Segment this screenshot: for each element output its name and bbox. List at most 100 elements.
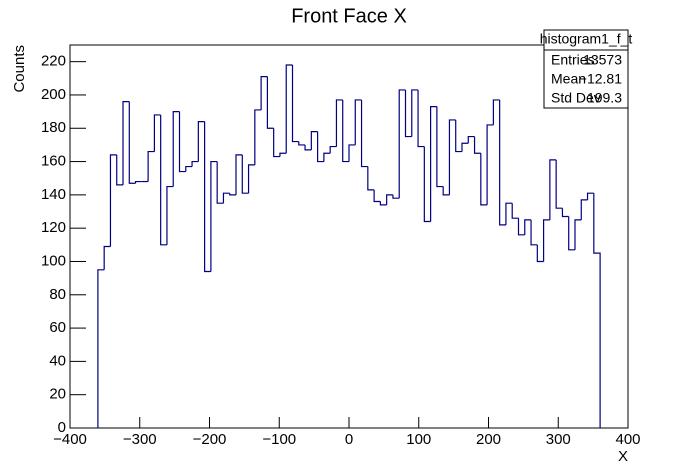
histogram-bin — [568, 216, 575, 251]
histogram-bin — [310, 130, 318, 150]
histogram-bin — [134, 180, 142, 184]
histogram-bin — [241, 154, 249, 194]
histogram-bin — [210, 160, 218, 272]
histogram-bin — [342, 99, 349, 163]
x-tick-label: 0 — [345, 431, 353, 448]
y-tick-label: 140 — [41, 186, 66, 203]
histogram-bin — [398, 89, 406, 199]
histogram-bin — [436, 106, 444, 188]
histogram-bin — [360, 99, 368, 168]
histogram-bin — [517, 218, 525, 236]
x-tick-label: −300 — [123, 431, 157, 448]
histogram-bin — [97, 269, 105, 428]
histogram-bin — [354, 99, 362, 145]
histogram-bin — [103, 245, 111, 270]
y-tick-label: 220 — [41, 53, 66, 70]
histogram-bin — [524, 219, 532, 235]
histogram-bin — [549, 159, 557, 220]
histogram-bin — [461, 142, 469, 152]
histogram-bin — [160, 114, 167, 246]
histogram-bin — [536, 244, 544, 263]
histogram-bin — [386, 194, 393, 205]
histogram-bin — [260, 76, 268, 110]
histogram-bin — [373, 189, 381, 203]
stats-key: Std Dev — [551, 90, 601, 106]
histogram-bin — [505, 202, 513, 225]
x-tick-label: −200 — [193, 431, 227, 448]
y-tick-label: 200 — [41, 86, 66, 103]
histogram-bin — [172, 111, 180, 187]
histogram-bin — [574, 219, 582, 250]
histogram-bin — [323, 152, 331, 162]
histogram-bin — [480, 153, 488, 206]
histogram-bin — [423, 146, 431, 223]
histogram-bin — [304, 144, 312, 151]
stats-key: Mean — [551, 71, 586, 87]
x-tick-label: 200 — [476, 431, 501, 448]
histogram-bin — [191, 160, 199, 167]
histogram-bin — [279, 152, 287, 157]
histogram-bin — [222, 192, 230, 204]
histogram-bin — [492, 99, 500, 125]
y-tick-label: 120 — [41, 219, 66, 236]
x-tick-label: 300 — [546, 431, 571, 448]
histogram-bin — [467, 135, 475, 144]
histogram-bin — [204, 121, 211, 273]
stats-value: 13573 — [583, 52, 622, 68]
histogram-bin — [486, 124, 494, 205]
y-tick-label: 40 — [49, 352, 66, 369]
histogram-bin — [166, 185, 174, 245]
histogram-bin — [235, 154, 243, 195]
histogram-bin — [122, 101, 130, 185]
histogram-bin — [580, 199, 588, 220]
y-axis-label: Counts — [11, 45, 28, 93]
histogram-bin — [348, 144, 356, 162]
histogram-bin — [367, 166, 375, 191]
y-tick-label: 20 — [49, 386, 66, 403]
histogram-bin — [404, 89, 412, 138]
y-tick-label: 0 — [58, 419, 66, 436]
stats-frame — [543, 29, 629, 109]
histogram-bin — [411, 89, 419, 137]
histogram-bin — [285, 64, 293, 154]
histogram-bin — [455, 119, 462, 153]
histogram-bin — [197, 121, 205, 162]
y-tick-label: 180 — [41, 119, 66, 136]
stats-value: 199.3 — [587, 90, 622, 106]
histogram-bin — [185, 165, 193, 172]
stats-key: Entries — [551, 52, 595, 68]
y-tick-label: 100 — [41, 252, 66, 269]
histogram-bin — [216, 161, 224, 204]
histogram-bin — [298, 141, 306, 146]
histogram-bin — [511, 203, 519, 219]
stats-box: histogram1_f_t Entries 13573 Mean −12.81… — [540, 29, 633, 109]
histogram-bin — [530, 219, 538, 246]
histogram-bin — [273, 128, 280, 158]
x-axis-label: X — [618, 448, 628, 465]
histogram-bin — [543, 219, 550, 262]
histogram-bin — [329, 145, 337, 154]
histogram-bin — [266, 76, 274, 129]
x-tick-label: −400 — [53, 431, 87, 448]
histogram-bin — [153, 114, 161, 152]
histogram-bin — [392, 194, 400, 199]
y-tick-label: 60 — [49, 319, 66, 336]
histogram-bin — [109, 154, 117, 247]
histogram-bin — [417, 89, 425, 148]
histogram-bin — [229, 193, 237, 196]
histogram-bin — [499, 99, 506, 226]
histogram-bin — [178, 111, 186, 173]
histogram-bin — [448, 119, 456, 195]
histogram-bin — [593, 193, 601, 428]
histogram-bin — [254, 109, 262, 165]
histogram-bin — [561, 208, 569, 218]
stats-title: histogram1_f_t — [540, 31, 633, 47]
histogram-bin — [586, 192, 594, 200]
y-tick-label: 80 — [49, 286, 66, 303]
x-tick-label: 400 — [615, 431, 640, 448]
x-tick-label: −100 — [262, 431, 296, 448]
histogram-bin — [116, 154, 124, 186]
histogram-bin — [555, 159, 563, 209]
histogram-bin — [128, 101, 136, 184]
